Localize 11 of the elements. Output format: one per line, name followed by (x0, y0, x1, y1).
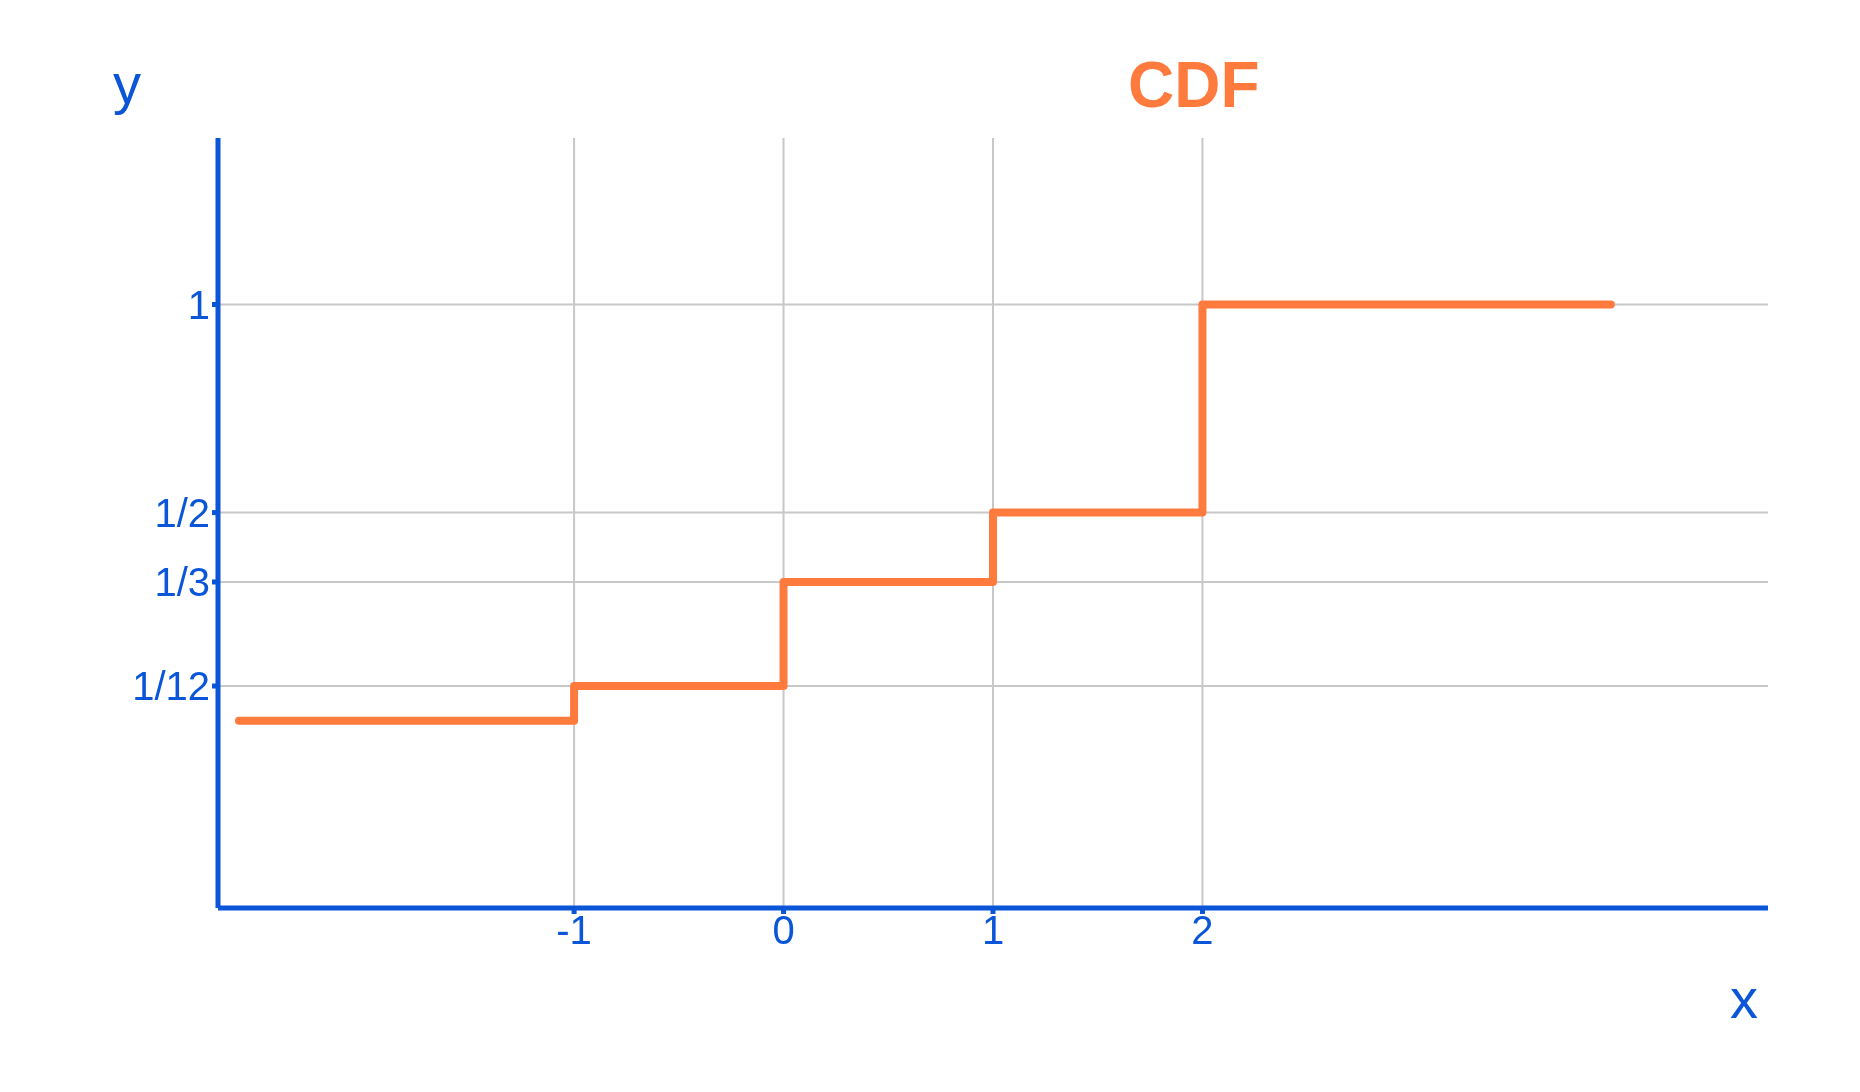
x-tick-label: 2 (1191, 908, 1214, 953)
y-tick-label: 1/12 (132, 664, 210, 709)
chart-title: CDF (1128, 48, 1260, 122)
y-tick-label: 1 (187, 282, 210, 327)
x-tick-label: 1 (981, 908, 1005, 953)
x-tick-label: 0 (772, 908, 795, 953)
x-axis-title: x (1730, 967, 1758, 1030)
x-tick-label: -1 (556, 908, 592, 953)
y-tick-label: 1/3 (154, 560, 210, 605)
y-tick-label: 1/2 (154, 490, 210, 535)
y-axis-title: y (113, 51, 141, 115)
